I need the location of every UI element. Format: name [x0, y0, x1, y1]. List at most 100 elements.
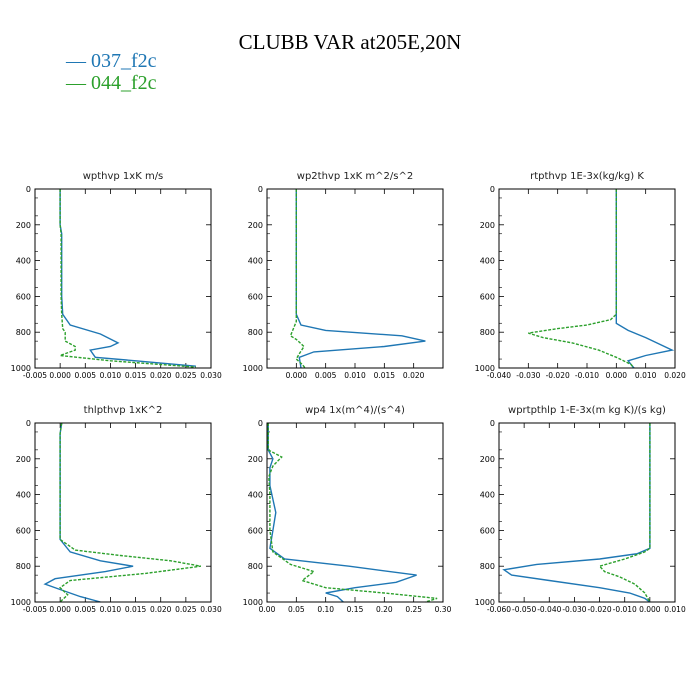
x-tick-label: 0.005: [315, 371, 337, 380]
x-tick-label: 0.015: [374, 371, 396, 380]
x-tick-label: 0.05: [288, 605, 305, 614]
y-tick-label: 1000: [11, 364, 31, 373]
series-line-044_f2c: [528, 189, 635, 369]
y-tick-label: 400: [16, 491, 31, 500]
x-tick-label: 0.020: [150, 371, 172, 380]
panel-frame: [34, 422, 212, 603]
x-tick-label: -0.020: [546, 371, 570, 380]
x-tick-label: 0.25: [405, 605, 422, 614]
y-tick-label: 200: [16, 221, 31, 230]
panel-2: wp2thvp 1xK m^2/s^2 0 200 400 600 800 1000 0.00…: [243, 171, 444, 380]
x-tick-label: 0.025: [175, 371, 197, 380]
y-tick-label: 400: [16, 257, 31, 266]
x-tick-label: 0.20: [376, 605, 393, 614]
panel-title: wpthvp 1xK m/s: [83, 171, 164, 182]
x-tick-label: 0.30: [435, 605, 452, 614]
x-tick-label: 0.15: [347, 605, 364, 614]
panel-title: wprtpthlp 1-E-3x(m kg K)/(s kg): [508, 405, 666, 416]
y-tick-label: 1000: [243, 364, 263, 373]
x-tick-label: 0.10: [317, 605, 334, 614]
y-tick-label: 1000: [475, 598, 495, 607]
x-tick-label: -0.005: [23, 371, 47, 380]
panel-title: rtpthvp 1E-3x(kg/kg) K: [530, 171, 644, 182]
series-line-037_f2c: [267, 423, 417, 603]
y-tick-label: 0: [26, 185, 31, 194]
legend-label-044: 044_f2c: [91, 72, 157, 94]
x-tick-label: -0.060: [487, 605, 511, 614]
x-tick-label: 0.025: [175, 605, 197, 614]
x-tick-label: 0.000: [606, 371, 628, 380]
series-line-044_f2c: [59, 189, 196, 368]
y-tick-label: 600: [248, 292, 263, 301]
series-line-037_f2c: [615, 189, 675, 369]
x-tick-label: -0.050: [512, 605, 536, 614]
y-tick-label: 1000: [475, 364, 495, 373]
y-tick-label: 800: [248, 328, 263, 337]
panel-frame: [266, 422, 444, 603]
y-tick-label: 600: [480, 526, 495, 535]
panel-6: wprtpthlp 1-E-3x(m kg K)/(s kg) 0 200 400 60…: [475, 405, 686, 614]
x-tick-label: 0.030: [200, 371, 222, 380]
x-tick-label: 0.015: [125, 371, 147, 380]
x-tick-label: -0.005: [23, 605, 47, 614]
x-tick-label: 0.020: [664, 371, 686, 380]
y-tick-label: 0: [490, 185, 495, 194]
y-tick-label: 600: [16, 292, 31, 301]
x-tick-label: 0.000: [49, 371, 71, 380]
y-tick-label: 600: [248, 526, 263, 535]
series-line-037_f2c: [502, 423, 651, 603]
y-tick-label: 800: [248, 562, 263, 571]
y-tick-label: 400: [480, 257, 495, 266]
x-tick-label: -0.010: [575, 371, 599, 380]
x-tick-label: 0.010: [635, 371, 657, 380]
legend-item-044: — 044_f2c: [66, 72, 157, 94]
panel-frame: [266, 188, 444, 369]
x-tick-label: -0.040: [487, 371, 511, 380]
x-tick-label: 0.000: [49, 605, 71, 614]
x-tick-label: 0.010: [100, 371, 122, 380]
figure-title: CLUBB VAR at205E,20N: [238, 30, 462, 54]
x-tick-label: 0.000: [639, 605, 661, 614]
y-tick-label: 200: [16, 455, 31, 464]
y-tick-label: 200: [248, 221, 263, 230]
y-tick-label: 0: [490, 419, 495, 428]
y-tick-label: 0: [258, 185, 263, 194]
series-line-044_f2c: [58, 422, 202, 603]
x-tick-label: 0.010: [100, 605, 122, 614]
series-line-037_f2c: [295, 189, 426, 369]
x-tick-label: -0.010: [613, 605, 637, 614]
x-tick-label: 0.00: [259, 605, 276, 614]
x-tick-label: 0.015: [125, 605, 147, 614]
panel-title: wp2thvp 1xK m^2/s^2: [297, 171, 413, 182]
series-line-044_f2c: [598, 423, 651, 603]
x-tick-label: -0.030: [516, 371, 540, 380]
legend-item-037: — 037_f2c: [66, 50, 157, 72]
x-tick-label: 0.010: [344, 371, 366, 380]
legend-line-044: —: [66, 72, 86, 94]
series-line-044_f2c: [289, 189, 306, 369]
panel-frame: [498, 188, 676, 369]
x-tick-label: 0.010: [664, 605, 686, 614]
legend-label-037: 037_f2c: [91, 50, 157, 72]
figure-legend: — 037_f2c — 044_f2c: [66, 50, 157, 94]
x-tick-label: 0.020: [150, 605, 172, 614]
panel-frame: [34, 188, 212, 369]
y-tick-label: 600: [16, 526, 31, 535]
x-tick-label: -0.040: [537, 605, 561, 614]
y-tick-label: 200: [480, 221, 495, 230]
y-tick-label: 800: [480, 328, 495, 337]
panel-title: wp4 1x(m^4)/(s^4): [305, 405, 405, 416]
y-tick-label: 800: [16, 328, 31, 337]
y-tick-label: 800: [480, 562, 495, 571]
series-line-037_f2c: [59, 189, 196, 367]
y-tick-label: 1000: [243, 598, 263, 607]
panel-3: rtpthvp 1E-3x(kg/kg) K02004006008001000-…: [475, 171, 686, 380]
series-line-044_f2c: [267, 423, 438, 603]
y-tick-label: 0: [258, 419, 263, 428]
x-tick-label: 0.030: [200, 605, 222, 614]
y-tick-label: 600: [480, 292, 495, 301]
